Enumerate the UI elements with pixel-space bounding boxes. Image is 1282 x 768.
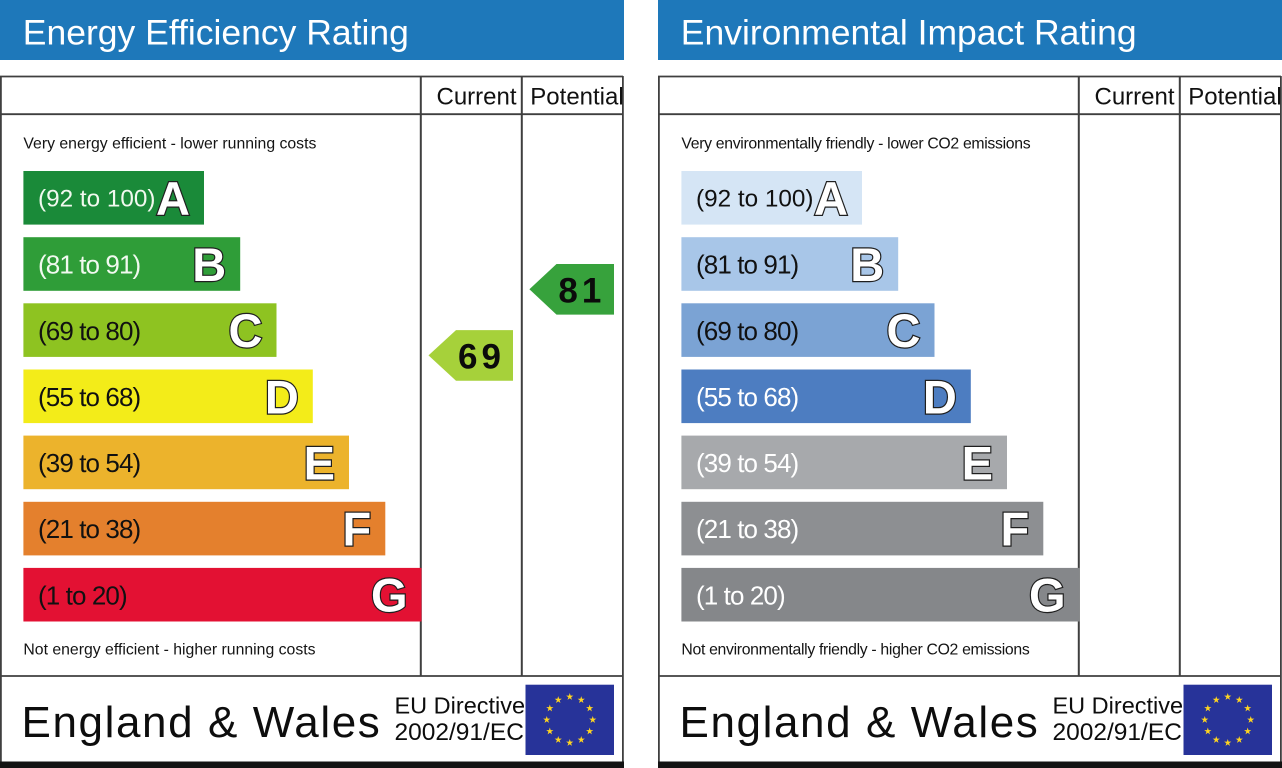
svg-text:G: G xyxy=(1029,569,1066,622)
svg-text:Potential: Potential xyxy=(1188,84,1281,111)
svg-text:Potential: Potential xyxy=(530,84,623,111)
svg-text:B: B xyxy=(850,238,884,291)
svg-text:Very energy efficient - lower: Very energy efficient - lower running co… xyxy=(23,136,316,153)
svg-text:G: G xyxy=(371,569,408,622)
svg-text:(81 to 91): (81 to 91) xyxy=(696,250,799,280)
svg-text:A: A xyxy=(814,172,848,225)
svg-text:E: E xyxy=(962,436,993,489)
svg-text:81: 81 xyxy=(558,271,605,310)
svg-text:(92 to 100): (92 to 100) xyxy=(696,186,814,213)
svg-text:Current: Current xyxy=(436,84,516,111)
svg-text:England & Wales: England & Wales xyxy=(680,698,1040,747)
svg-text:C: C xyxy=(887,304,921,357)
svg-text:F: F xyxy=(342,503,371,556)
svg-text:B: B xyxy=(192,238,226,291)
svg-text:Not energy efficient - higher: Not energy efficient - higher running co… xyxy=(23,642,315,659)
svg-text:Energy Efficiency Rating: Energy Efficiency Rating xyxy=(23,13,409,53)
svg-text:D: D xyxy=(265,370,299,423)
svg-text:2002/91/EC: 2002/91/EC xyxy=(1053,719,1182,746)
svg-text:(92 to 100): (92 to 100) xyxy=(38,186,156,213)
svg-text:Environmental Impact Rating: Environmental Impact Rating xyxy=(681,13,1137,53)
svg-text:England & Wales: England & Wales xyxy=(22,698,382,747)
svg-text:(69 to 80): (69 to 80) xyxy=(38,316,141,346)
svg-text:D: D xyxy=(923,370,957,423)
svg-text:Very environmentally friendly: Very environmentally friendly - lower CO… xyxy=(681,136,1030,153)
svg-text:(55 to 68): (55 to 68) xyxy=(696,382,799,412)
svg-text:(55 to 68): (55 to 68) xyxy=(38,382,141,412)
svg-text:(81 to 91): (81 to 91) xyxy=(38,250,141,280)
svg-text:(1 to 20): (1 to 20) xyxy=(696,580,785,610)
svg-text:(39 to 54): (39 to 54) xyxy=(696,448,799,478)
svg-text:Current: Current xyxy=(1094,84,1174,111)
svg-text:(1 to 20): (1 to 20) xyxy=(38,580,127,610)
svg-text:2002/91/EC: 2002/91/EC xyxy=(395,719,524,746)
svg-text:E: E xyxy=(304,436,335,489)
svg-text:69: 69 xyxy=(458,337,505,376)
svg-text:F: F xyxy=(1000,503,1029,556)
svg-text:(39 to 54): (39 to 54) xyxy=(38,448,141,478)
svg-text:(69 to 80): (69 to 80) xyxy=(696,316,799,346)
svg-text:C: C xyxy=(229,304,263,357)
svg-text:A: A xyxy=(156,172,190,225)
svg-text:(21 to 38): (21 to 38) xyxy=(696,514,799,544)
svg-text:(21 to 38): (21 to 38) xyxy=(38,514,141,544)
svg-text:Not environmentally friendly -: Not environmentally friendly - higher CO… xyxy=(681,642,1029,659)
svg-text:EU Directive: EU Directive xyxy=(395,693,526,719)
svg-text:EU Directive: EU Directive xyxy=(1053,693,1184,719)
